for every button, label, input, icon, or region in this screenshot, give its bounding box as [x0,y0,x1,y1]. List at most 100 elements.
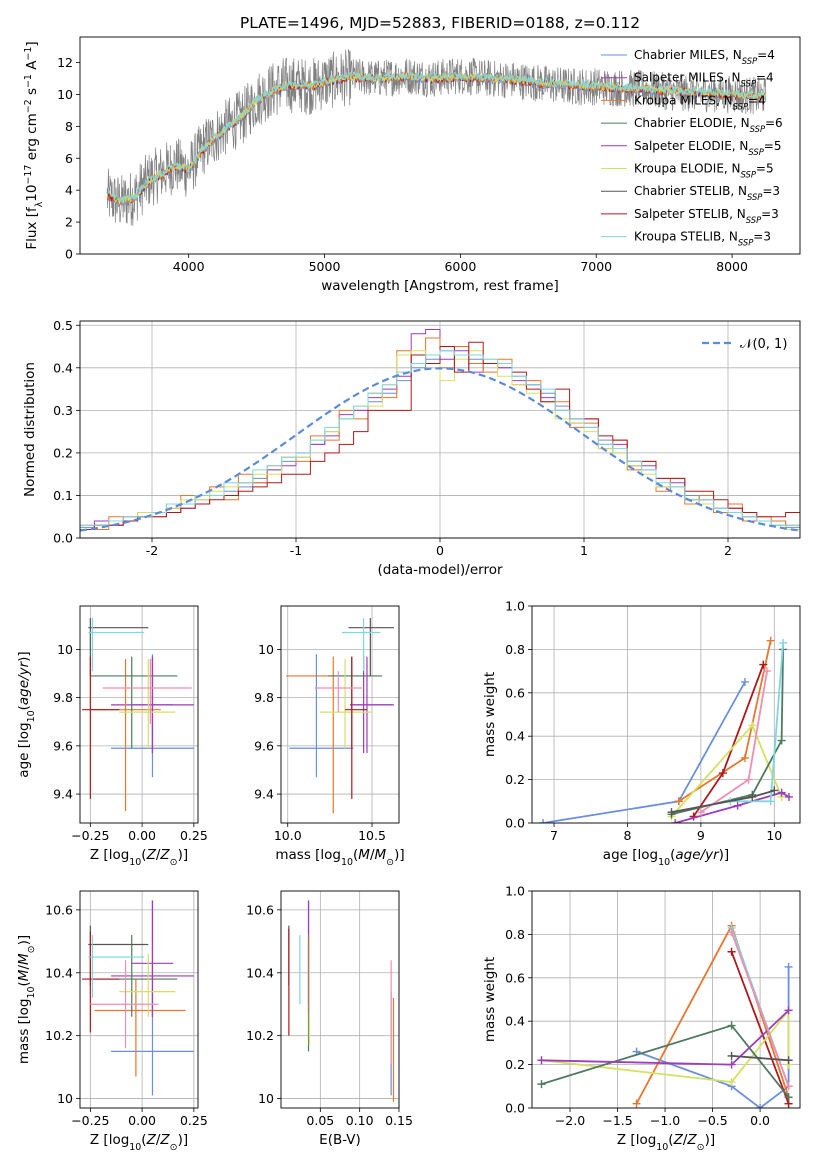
label-part: Chabrier ELODIE, N [634,116,750,130]
x-tick-label: 0.15 [385,1113,413,1128]
label-part: −1 [23,47,34,61]
mw-marker [696,808,705,817]
mw-marker [727,928,736,937]
label-part: SSP [748,147,764,157]
x-tick-label: 7000 [580,259,612,274]
x-tick-label: 0.00 [128,1113,156,1128]
label-part: mass [log [16,999,32,1065]
y-tick-label: 10 [57,1091,73,1106]
plot-area [286,618,394,814]
label-part: age/yr [675,847,720,863]
x-tick-label: 4000 [173,259,205,274]
label-part: )] [178,847,189,863]
y-tick-label: 0.6 [505,685,525,700]
legend-label: Salpeter ELODIE, NSSP=5 [634,139,782,157]
mw-marker [762,667,771,676]
label-part: age [log [16,722,32,777]
panel-mass-vs-ebv: 0.05 0.10 0.15 10 10.2 10.4 10.6 E(B-V) [246,890,413,1148]
mw-line-pink [730,931,790,1087]
x-tick-label: 5000 [309,259,341,274]
mw-marker [727,1060,736,1069]
mw-marker [727,1021,736,1030]
y-tick-label: 10.2 [45,1028,73,1043]
label-part: ⊙ [697,1142,705,1153]
label-part: / [16,965,32,970]
y-tick-label: 10.4 [45,965,73,980]
label-part: =5 [756,162,774,176]
y-tick-label: 0.2 [505,772,525,787]
label-part: −2 [23,99,34,113]
label-part: 10 [24,185,40,202]
label-part: age [log [603,847,658,863]
label-part: ( [16,705,32,710]
x-tick-label: 1 [580,543,588,558]
y-tick-label: 0.0 [505,1101,525,1116]
mw-line-chabrier-stelib [731,1055,789,1062]
axes-frame [531,605,801,824]
x-axis-label: wavelength [Angstrom, rest frame] [321,278,559,294]
label-part: =4 [756,71,774,85]
y-tick-label: 0.4 [505,729,525,744]
x-tick-label: 10 [766,828,782,843]
legend-label: 𝒩(0, 1) [740,337,787,352]
y-tick-label: 10.6 [246,902,274,917]
label-part: Kroupa MILES, N [634,93,733,107]
mw-marker [784,792,793,801]
mw-marker [784,1093,793,1102]
x-axis-label: mass [log10(M/M⊙)] [275,847,404,868]
label-part: =6 [765,116,783,130]
label-part: Salpeter ELODIE, N [634,139,748,153]
y-tick-label: 0.2 [505,1057,525,1072]
label-part: SSP [746,215,762,225]
y-axis-label: age [log10(age/yr)] [16,651,37,777]
label-part: ⊙ [170,1142,178,1153]
label-part: Z [146,1132,157,1148]
x-tick-label: 0.25 [180,828,208,843]
mw-marker [756,1104,765,1108]
mw-line-salpeter-elodie [674,791,790,823]
y-tick-label: 1.0 [505,884,525,899]
x-tick-label: −1.5 [602,1113,632,1128]
label-part: ( [670,847,675,863]
label-part: 10 [656,1142,668,1153]
label-part: Flux [f [24,206,40,250]
mw-marker [748,792,757,801]
mw-marker [766,797,775,806]
x-tick-label: 7 [550,828,558,843]
mw-marker [770,786,779,795]
label-part: )] [178,1132,189,1148]
x-tick-label: 0.05 [306,1113,334,1128]
axes-frame [280,605,400,824]
mw-marker [740,677,749,686]
y-tick-label: 9.6 [254,738,274,753]
y-tick-label: 1.0 [505,599,525,614]
y-tick-label: 0.0 [53,531,73,546]
mw-line-salpeter-stelib [730,951,790,1105]
label-part: E(B-V) [319,1132,361,1148]
label-part: wavelength [Angstrom, rest frame] [321,278,559,294]
y-tick-label: 10.6 [45,902,73,917]
label-part: M [375,847,387,863]
label-part: 10 [658,857,670,868]
mw-marker [784,962,793,971]
mw-marker [744,775,753,784]
mw-marker [539,819,548,823]
mw-line-kroupa-stelib [730,642,784,803]
label-part: )] [705,1132,716,1148]
label-part: ( [141,847,146,863]
mw-line-kroupa-elodie [541,1007,790,1083]
label-part: M [16,953,32,965]
plot-area [106,49,767,226]
x-tick-label: -1 [290,543,302,558]
x-tick-label: −2.0 [555,1113,585,1128]
y-tick-label: 10 [258,642,274,657]
x-tick-label: 9 [697,828,705,843]
panels: 4000 5000 6000 7000 8000024681012wavelength … [16,36,801,1153]
label-part: =3 [762,184,780,198]
label-part: Z [686,1132,697,1148]
y-tick-label: 4 [65,183,73,198]
label-part: 10 [26,986,37,998]
label-part: SSP [741,170,757,180]
axes-frame [280,890,400,1109]
y-axis-label: mass [log10(M/M⊙)] [16,935,37,1064]
